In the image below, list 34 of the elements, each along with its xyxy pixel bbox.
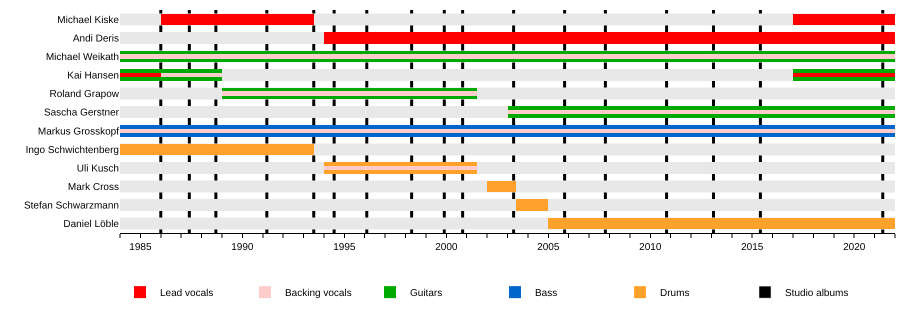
- y-tick-label: Roland Grapow: [50, 89, 120, 100]
- legend-label: Lead vocals: [160, 288, 214, 299]
- y-tick-label: Michael Weikath: [46, 52, 119, 63]
- bar: [487, 181, 516, 192]
- x-tick-label: 1995: [333, 242, 356, 253]
- legend-label: Guitars: [410, 288, 442, 299]
- bar: [120, 144, 314, 155]
- y-tick-label: Stefan Schwarzmann: [24, 200, 119, 212]
- y-tick-label: Ingo Schwichtenberg: [26, 144, 119, 156]
- legend-label: Backing vocals: [285, 288, 352, 299]
- x-tick-label: 2010: [639, 242, 662, 253]
- y-tick-label: Michael Kiske: [57, 14, 120, 26]
- x-tick-label: 2020: [843, 242, 866, 253]
- x-tick-label: 2005: [537, 242, 560, 253]
- y-tick-label: Markus Grosskopf: [38, 126, 120, 138]
- bar: [324, 166, 477, 170]
- y-tick-label: Kai Hansen: [67, 70, 119, 82]
- bar: [161, 14, 314, 25]
- legend-label: Bass: [535, 288, 558, 299]
- x-tick-label: 2015: [741, 242, 764, 253]
- bar: [120, 129, 895, 133]
- legend-label: Drums: [660, 288, 690, 299]
- legend-label: Studio albums: [785, 288, 848, 299]
- bar: [516, 199, 548, 211]
- y-tick-label: Mark Cross: [68, 182, 119, 194]
- y-tick-label: Sascha Gerstner: [44, 108, 120, 119]
- x-tick-label: 1985: [129, 242, 152, 253]
- y-tick-label: Uli Kusch: [76, 163, 119, 174]
- x-tick-label: 1990: [231, 242, 254, 253]
- bar: [222, 91, 477, 96]
- bar: [161, 73, 222, 77]
- x-tick-label: 2000: [435, 242, 458, 253]
- y-tick-label: Daniel Löble: [63, 219, 120, 230]
- y-tick-label: Andi Deris: [72, 33, 119, 44]
